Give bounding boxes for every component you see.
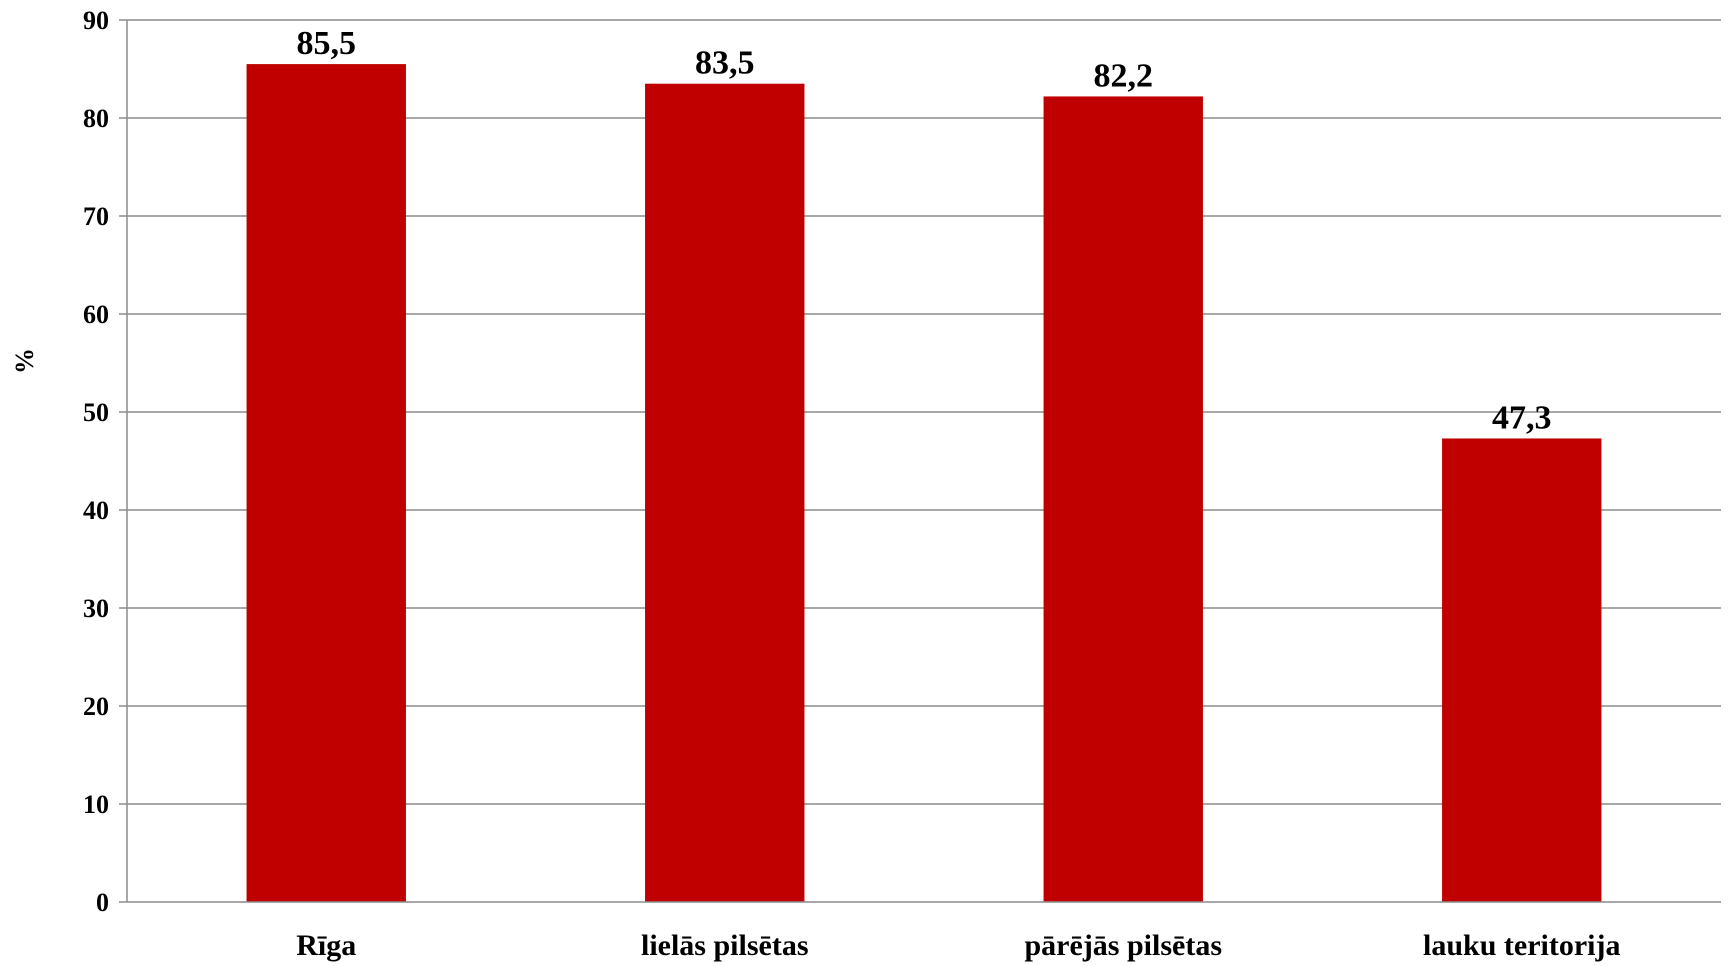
bar — [1043, 96, 1203, 902]
axes — [119, 19, 1721, 903]
y-tick-labels: 0 10 20 30 40 50 60 70 80 90 — [83, 6, 109, 917]
category-labels: Rīga lielās pilsētas pārējās pilsētas lauku… — [296, 929, 1620, 962]
bar — [645, 83, 805, 902]
data-label: 85,5 — [297, 25, 357, 62]
y-tick-label: 90 — [83, 6, 109, 35]
data-labels: 85,5 83,5 82,2 47,3 — [297, 25, 1552, 436]
y-tick-label: 20 — [83, 692, 109, 721]
y-tick-label: 40 — [83, 496, 109, 525]
bar — [1442, 438, 1602, 902]
y-tick-label: 60 — [83, 300, 109, 329]
data-label: 83,5 — [695, 45, 755, 82]
bar — [246, 64, 406, 903]
y-tick-label: 50 — [83, 398, 109, 427]
x-category-label: lauku teritorija — [1423, 929, 1620, 962]
x-category-label: Rīga — [296, 929, 356, 962]
y-tick-label: 80 — [83, 104, 109, 133]
y-tick-label: 0 — [96, 888, 109, 917]
y-axis-title: % — [10, 348, 39, 374]
x-category-label: pārējās pilsētas — [1025, 929, 1223, 962]
y-tick-label: 70 — [83, 202, 109, 231]
y-tick-label: 10 — [83, 790, 109, 819]
y-tick-label: 30 — [83, 594, 109, 623]
data-label: 47,3 — [1492, 399, 1552, 436]
data-label: 82,2 — [1094, 57, 1154, 94]
bars — [246, 64, 1602, 903]
x-category-label: lielās pilsētas — [641, 929, 809, 962]
